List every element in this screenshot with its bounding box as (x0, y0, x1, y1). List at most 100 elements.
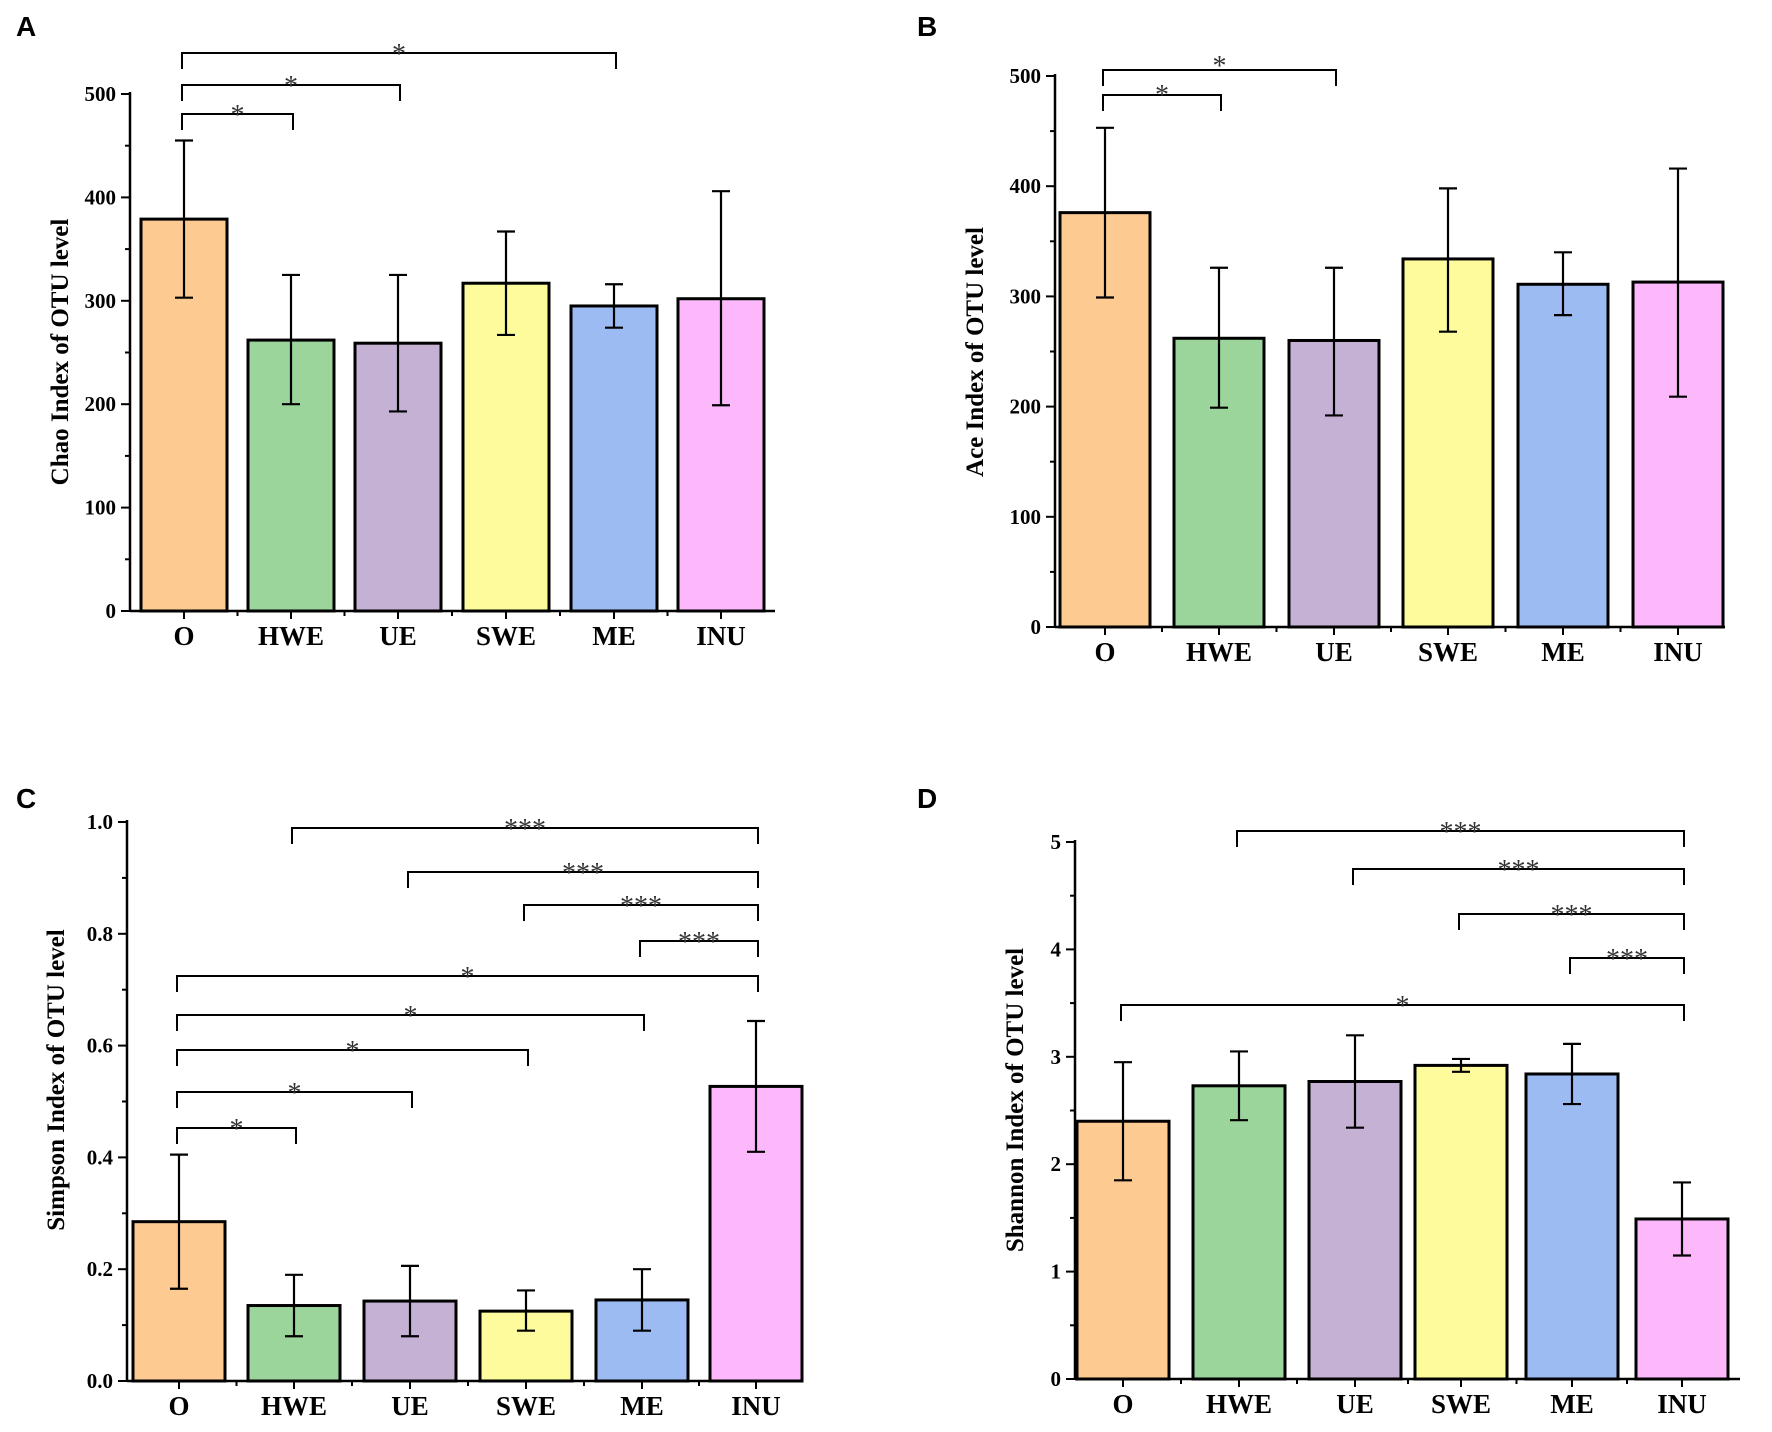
significance-label: * (288, 1078, 302, 1109)
x-tick-label: UE (1336, 1389, 1374, 1419)
x-tick-label: HWE (261, 1391, 327, 1421)
y-tick-label: 0.8 (87, 922, 113, 946)
error-bar (1452, 1057, 1470, 1073)
y-tick-label: 0 (106, 599, 117, 623)
error-bar (1669, 167, 1687, 398)
x-tick-label: O (1094, 637, 1115, 667)
x-tick-label: ME (1550, 1389, 1594, 1419)
x-tick-label: INU (1653, 637, 1703, 667)
significance-label: *** (1606, 944, 1648, 975)
significance-bracket (407, 871, 759, 888)
error-bar (517, 1289, 535, 1332)
y-tick-label: 200 (85, 392, 117, 416)
panel-letter: C (16, 783, 36, 814)
y-tick-label: 0 (1051, 1367, 1062, 1391)
significance-label: *** (620, 891, 662, 922)
significance-label: * (1396, 991, 1410, 1022)
x-tick-label: INU (731, 1391, 781, 1421)
panel-letter: A (16, 11, 36, 42)
significance-bracket (181, 113, 294, 130)
y-axis-label: Chao Index of OTU level (47, 219, 74, 486)
error-bar (1114, 1061, 1132, 1182)
chart-b: B Ace Index of OTU level 0 100 200 300 400 500 O… (917, 11, 1725, 667)
x-tick-label: O (173, 621, 194, 651)
y-tick-label: 0 (1031, 615, 1042, 639)
significance-label: *** (678, 927, 720, 958)
y-tick-label: 3 (1051, 1045, 1062, 1069)
x-tick-label: HWE (1206, 1389, 1272, 1419)
significance-label: * (346, 1036, 360, 1067)
panel-letter: D (917, 783, 937, 814)
significance-bracket (1120, 1004, 1685, 1021)
bar-me (569, 304, 659, 613)
error-bar (285, 1273, 303, 1338)
significance-label: * (284, 71, 298, 102)
error-bar (633, 1268, 651, 1332)
y-tick-label: 500 (1010, 64, 1042, 88)
error-bar (1554, 251, 1572, 317)
x-tick-label: SWE (496, 1391, 556, 1421)
significance-label: *** (1440, 817, 1482, 848)
y-tick-label: 2 (1051, 1152, 1062, 1176)
error-bar (401, 1264, 419, 1338)
y-tick-label: 5 (1051, 830, 1062, 854)
significance-bracket (176, 1091, 413, 1108)
significance-bracket (1236, 830, 1685, 847)
significance-label: * (1155, 80, 1169, 111)
error-bar (1210, 266, 1228, 409)
bar-swe (1413, 1063, 1509, 1381)
chart-d: D Shannon Index of OTU level 0 1 2 3 4 5 O HWE UE S… (917, 783, 1740, 1419)
significance-bracket (1102, 69, 1337, 86)
significance-label: * (461, 962, 475, 993)
error-bar (170, 1153, 188, 1290)
y-tick-label: 100 (85, 496, 117, 520)
error-bar (175, 139, 193, 299)
bar-me (1524, 1072, 1620, 1381)
x-tick-label: SWE (1431, 1389, 1491, 1419)
significance-bracket (176, 1127, 297, 1144)
y-tick-label: 0.2 (87, 1257, 113, 1281)
significance-bracket (291, 827, 759, 844)
y-axis-label: Simpson Index of OTU level (43, 929, 70, 1230)
x-tick-label: UE (1315, 637, 1353, 667)
error-bar (605, 283, 623, 329)
significance-label: * (404, 1001, 418, 1032)
y-tick-label: 200 (1010, 395, 1042, 419)
significance-label: * (392, 39, 406, 70)
significance-label: *** (562, 858, 604, 889)
y-tick-label: 0.6 (87, 1034, 113, 1058)
error-bar (1346, 1034, 1364, 1129)
error-bar (389, 273, 407, 413)
error-bar (282, 273, 300, 406)
significance-bracket (1352, 868, 1685, 885)
y-tick-label: 500 (85, 82, 117, 106)
significance-label: * (231, 100, 245, 131)
significance-label: *** (504, 814, 546, 845)
y-tick-label: 4 (1051, 937, 1062, 961)
significance-bracket (176, 1049, 529, 1066)
bar-me (1516, 282, 1610, 629)
x-tick-label: UE (379, 621, 417, 651)
error-bar (1325, 266, 1343, 417)
y-tick-label: 0.4 (87, 1145, 114, 1169)
x-tick-label: SWE (1418, 637, 1478, 667)
significance-bracket (181, 84, 401, 101)
chart-c: C Simpson Index of OTU level 0.0 0.2 0.4 0.6 0… (16, 783, 804, 1421)
y-tick-label: 1 (1051, 1260, 1062, 1284)
error-bar (712, 190, 730, 407)
y-axis-label: Ace Index of OTU level (962, 227, 989, 477)
significance-label: *** (1498, 855, 1540, 886)
x-tick-label: HWE (1186, 637, 1252, 667)
x-tick-label: ME (1541, 637, 1585, 667)
bar-hwe (1191, 1084, 1287, 1381)
significance-bracket (176, 1014, 645, 1031)
panel-letter: B (917, 11, 937, 42)
x-tick-label: SWE (476, 621, 536, 651)
significance-bracket (1569, 957, 1685, 974)
y-axis-label: Shannon Index of OTU level (1002, 948, 1029, 1252)
x-tick-label: ME (592, 621, 636, 651)
error-bar (1673, 1181, 1691, 1257)
significance-bracket (639, 940, 759, 957)
y-tick-label: 400 (1010, 174, 1042, 198)
